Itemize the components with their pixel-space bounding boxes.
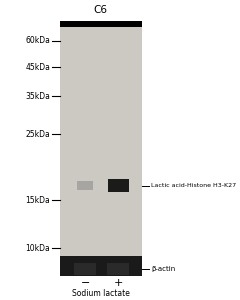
Text: −: − (80, 278, 90, 288)
Text: Lactic acid-Histone H3-K27: Lactic acid-Histone H3-K27 (151, 183, 237, 188)
Bar (108, 179, 129, 192)
Text: 35kDa: 35kDa (25, 92, 50, 101)
Text: 60kDa: 60kDa (25, 36, 50, 45)
Text: +: + (114, 278, 123, 288)
Bar (74, 263, 96, 275)
Text: 45kDa: 45kDa (25, 63, 50, 72)
Text: C6: C6 (94, 4, 108, 14)
Text: 15kDa: 15kDa (25, 196, 50, 205)
Text: 25kDa: 25kDa (25, 130, 50, 139)
Bar (60, 21, 142, 26)
Text: 10kDa: 10kDa (25, 244, 50, 253)
Bar (60, 256, 142, 276)
Text: Sodium lactate: Sodium lactate (72, 289, 130, 298)
Bar (60, 22, 142, 276)
Text: β-actin: β-actin (151, 266, 176, 272)
Bar (77, 182, 93, 190)
Bar (107, 263, 129, 275)
